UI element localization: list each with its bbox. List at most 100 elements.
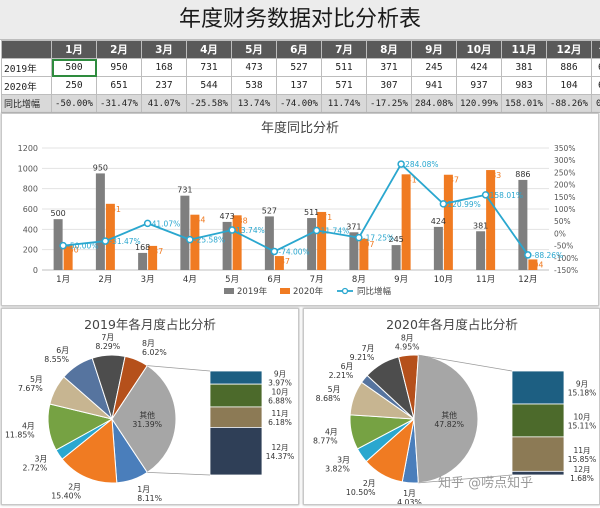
growth-label: -74.00% [278, 247, 309, 256]
pie-label-pct: 31.39% [132, 420, 162, 429]
growth-point [271, 248, 277, 254]
table-cell[interactable]: -25.58% [187, 95, 232, 113]
pie-label-name: 6月 [341, 362, 354, 371]
x-tick-label: 2月 [98, 275, 112, 285]
legend-label-2020: 2020年 [293, 286, 324, 297]
table-cell[interactable]: 886 [547, 59, 592, 77]
table-cell[interactable]: 11.74% [322, 95, 367, 113]
table-cell[interactable]: 473 [232, 59, 277, 77]
table-row-label[interactable]: 同比增幅 [2, 95, 52, 113]
table-cell[interactable]: -31.47% [97, 95, 142, 113]
growth-label: 284.08% [405, 160, 438, 169]
y-tick-label: 1200 [18, 144, 38, 153]
legend-swatch-2020 [280, 288, 290, 294]
table-header-cell[interactable]: 3月 [142, 41, 187, 59]
x-tick-label: 7月 [310, 275, 324, 285]
bar-label-name: 12月 [271, 443, 288, 452]
table-header-cell[interactable]: 合计 [592, 41, 600, 59]
table-cell[interactable]: 284.08% [412, 95, 457, 113]
yoy-combo-chart: 年度同比分析020040060080010001200-150%-100%-50… [2, 114, 598, 305]
x-tick-label: 4月 [183, 275, 197, 285]
connector-line-top [147, 366, 210, 371]
bar-label-pct: 1.68% [570, 474, 594, 483]
table-cell[interactable]: 250 [52, 77, 97, 95]
table-cell[interactable]: 651 [97, 77, 142, 95]
table-cell[interactable]: 158.01% [502, 95, 547, 113]
table-cell[interactable]: 937 [457, 77, 502, 95]
table-cell[interactable]: 381 [502, 59, 547, 77]
table-cell[interactable]: 168 [142, 59, 187, 77]
table-cell[interactable]: -88.26% [547, 95, 592, 113]
pie-label-pct: 15.40% [51, 492, 81, 501]
table-cell-total[interactable]: 6200 [592, 77, 600, 95]
table-cell[interactable]: 571 [322, 77, 367, 95]
table-cell[interactable]: -50.00% [52, 95, 97, 113]
table-cell[interactable]: 527 [277, 59, 322, 77]
bar-2019 [265, 216, 274, 270]
x-tick-label: 11月 [476, 275, 495, 285]
table-header-cell[interactable]: 12月 [547, 41, 592, 59]
table-header-cell[interactable]: 1月 [52, 41, 97, 59]
page-title: 年度财务数据对比分析表 [0, 0, 600, 40]
table-cell[interactable]: 511 [322, 59, 367, 77]
table-cell[interactable]: -74.00% [277, 95, 322, 113]
table-cell[interactable]: 538 [232, 77, 277, 95]
table-cell[interactable]: 941 [412, 77, 457, 95]
pie-2019-chart: 2019年各月度占比分析1月8.11%2月15.40%3月2.72%4月11.8… [2, 309, 298, 504]
table-cell[interactable]: 120.99% [457, 95, 502, 113]
table-header-cell[interactable]: 11月 [502, 41, 547, 59]
growth-point [187, 237, 193, 243]
table-header-cell[interactable]: 2月 [97, 41, 142, 59]
table-cell[interactable]: 137 [277, 77, 322, 95]
table-cell-selected[interactable]: 500 [52, 59, 97, 77]
pie-label-name: 2月 [68, 483, 81, 492]
table-header-cell[interactable]: 7月 [322, 41, 367, 59]
pie-label-pct: 8.55% [44, 355, 69, 364]
table-cell[interactable]: 371 [367, 59, 412, 77]
table-cell[interactable]: 950 [97, 59, 142, 77]
bar-label-2020: 538 [232, 216, 247, 225]
table-row-label[interactable]: 2019年 [2, 59, 52, 77]
table-cell[interactable]: 104 [547, 77, 592, 95]
pie-label-pct: 2.72% [23, 464, 48, 473]
bar-label-name: 10月 [573, 412, 590, 421]
table-header-cell[interactable]: 4月 [187, 41, 232, 59]
y-tick-label: 600 [23, 205, 38, 214]
bar-2019 [96, 173, 105, 270]
table-row-label[interactable]: 2020年 [2, 77, 52, 95]
table-header-cell[interactable]: 8月 [367, 41, 412, 59]
legend-marker-growth [343, 289, 348, 294]
table-cell[interactable]: 424 [457, 59, 502, 77]
table-header-cell[interactable]: 5月 [232, 41, 277, 59]
table-cell[interactable]: 237 [142, 77, 187, 95]
growth-point [145, 220, 151, 226]
legend-label-growth: 同比增幅 [357, 286, 392, 297]
table-header-cell[interactable]: 6月 [277, 41, 322, 59]
pie-label-name: 5月 [328, 385, 341, 394]
chart-title: 年度同比分析 [261, 120, 339, 136]
bar-label-2019: 886 [515, 170, 530, 179]
table-header-cell[interactable]: 10月 [457, 41, 502, 59]
pie-label-name: 其他 [139, 410, 155, 420]
table-cell[interactable]: 13.74% [232, 95, 277, 113]
table-cell[interactable]: 731 [187, 59, 232, 77]
table-header-cell[interactable]: 9月 [412, 41, 457, 59]
table-cell[interactable]: 544 [187, 77, 232, 95]
table-cell-total[interactable]: 6167 [592, 59, 600, 77]
data-table: 1月 2月 3月 4月 5月 6月 7月 8月 9月 10月 11月 12月 合… [1, 40, 600, 113]
table-cell-total[interactable]: 0.54% [592, 95, 600, 113]
table-cell[interactable]: 307 [367, 77, 412, 95]
table-cell[interactable]: 41.07% [142, 95, 187, 113]
watermark-text: 知乎 @唠点知乎 [438, 472, 533, 491]
growth-point [102, 238, 108, 244]
table-cell[interactable]: 245 [412, 59, 457, 77]
bar-2019 [434, 227, 443, 270]
table-cell[interactable]: 983 [502, 77, 547, 95]
bar-label-pct: 15.85% [568, 455, 597, 464]
bar-label-2020: 983 [486, 171, 501, 180]
bar-label-name: 12月 [573, 465, 590, 474]
table-cell[interactable]: -17.25% [367, 95, 412, 113]
growth-label: 41.07% [152, 219, 181, 228]
bar-2019 [138, 253, 147, 270]
